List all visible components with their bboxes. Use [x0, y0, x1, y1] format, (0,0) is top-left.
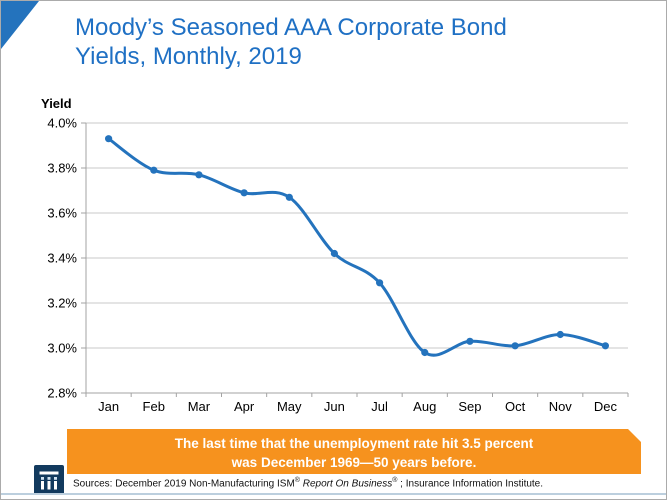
x-tick-label: Mar — [188, 399, 211, 414]
data-point-Mar — [195, 171, 203, 179]
sources-report-name: Report On Business — [299, 478, 393, 490]
bottom-rule — [1, 493, 666, 495]
callout-banner: The last time that the unemployment rate… — [67, 429, 641, 474]
page-title-line2: Yields, Monthly, 2019 — [75, 43, 302, 70]
y-tick-label: 2.8% — [47, 386, 77, 401]
x-tick-label: May — [277, 399, 302, 414]
data-point-Aug — [421, 348, 429, 357]
data-point-Feb — [150, 166, 158, 174]
y-tick-label: 3.8% — [47, 161, 77, 176]
page-title-line1: Moody’s Seasoned AAA Corporate Bond — [75, 14, 507, 41]
data-point-May — [285, 193, 293, 201]
data-point-Dec — [601, 342, 610, 350]
data-point-Jun — [330, 249, 338, 258]
y-tick-label: 3.4% — [47, 251, 77, 266]
x-tick-label: Feb — [143, 399, 165, 414]
callout-line1: The last time that the unemployment rate… — [174, 436, 534, 451]
y-tick-label: 3.0% — [47, 341, 77, 356]
sources-text: Sources: December 2019 Non-Manufacturing… — [73, 478, 295, 490]
x-tick-label: Sep — [458, 399, 481, 414]
y-tick-label: 3.6% — [47, 206, 77, 221]
x-tick-label: Jun — [324, 399, 345, 414]
data-point-Apr — [240, 189, 248, 197]
registered-mark: ® — [392, 477, 398, 484]
y-tick-label: 4.0% — [47, 116, 77, 131]
y-tick-label: 3.2% — [47, 296, 77, 311]
data-point-Oct — [511, 342, 519, 350]
x-tick-label: Nov — [549, 399, 573, 414]
x-tick-label: Jul — [371, 399, 388, 414]
x-tick-label: Oct — [505, 399, 526, 414]
y-axis-title: Yield — [41, 96, 72, 111]
line-series — [107, 137, 607, 357]
data-point-Jan — [105, 135, 113, 143]
callout-line2: was December 1969—50 years before. — [231, 455, 477, 470]
iii-logo-glyph — [39, 471, 59, 490]
data-point-Nov — [556, 330, 564, 339]
x-tick-label: Apr — [234, 399, 255, 414]
sources-suffix: ; Insurance Information Institute. — [397, 478, 544, 490]
sources-note: Sources: December 2019 Non-Manufacturing… — [73, 477, 543, 489]
data-point-Jul — [376, 279, 384, 287]
data-point-Sep — [466, 337, 474, 345]
page-title: Moody’s Seasoned AAA Corporate Bond Yield… — [75, 13, 507, 71]
iii-logo — [34, 465, 64, 495]
registered-mark: ® — [294, 477, 300, 484]
x-tick-label: Aug — [413, 399, 436, 414]
x-tick-label: Dec — [594, 399, 618, 414]
x-tick-label: Jan — [98, 399, 119, 414]
corner-accent-triangle — [1, 1, 39, 49]
